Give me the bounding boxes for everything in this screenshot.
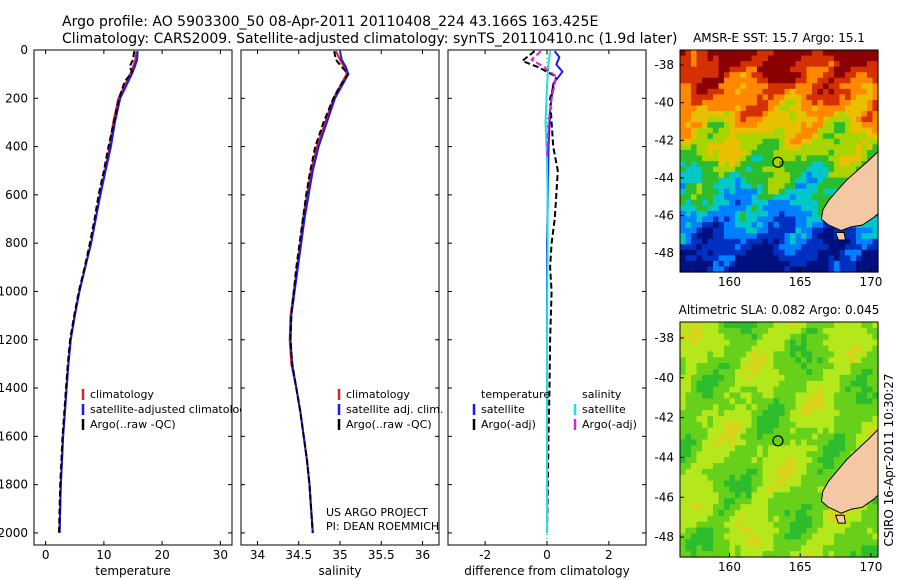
x-axis-label: salinity	[318, 564, 361, 578]
x-tick-label: 170	[859, 275, 882, 289]
header-line-2: Climatology: CARS2009. Satellite-adjuste…	[62, 31, 677, 47]
argo-position-marker	[772, 435, 784, 447]
legend-label: climatology	[90, 388, 154, 401]
y-tick-label: -38	[654, 58, 674, 72]
map-raster	[680, 322, 879, 558]
series-line	[58, 51, 136, 533]
argo-position-marker	[772, 156, 784, 168]
temperature-profile-plot: 0 10 20 30 0 200 400 600 800 1000 1200 1400 1600 1800…	[0, 43, 253, 578]
x-tick-label: 170	[859, 560, 882, 574]
y-tick-label: -40	[654, 371, 674, 385]
legend-label: Argo(..raw -QC)	[346, 418, 432, 431]
legend-label: Argo(-adj)	[582, 418, 637, 431]
map-frame	[679, 321, 879, 558]
x-tick-label: 0	[543, 548, 551, 562]
sst-map: AMSR-E SST: 15.7 Argo: 15.1 160 165 170 -38 -…	[654, 31, 882, 289]
series-line	[289, 51, 350, 533]
legend-header: temperature	[481, 388, 550, 401]
y-tick-label: 2000	[0, 526, 28, 540]
y-tick-label: 1200	[0, 333, 28, 347]
island	[834, 514, 847, 524]
map-frame	[679, 49, 879, 273]
land-mass	[820, 428, 879, 514]
y-tick-label: -48	[654, 246, 674, 260]
x-tick-label: 35	[332, 548, 347, 562]
y-tick-label: 1400	[0, 381, 28, 395]
series-line	[289, 51, 350, 533]
y-tick-label: -42	[654, 133, 674, 147]
y-tick-label: -46	[654, 490, 674, 504]
x-tick-label: 34.5	[285, 548, 312, 562]
legend-label: Argo(-adj)	[481, 418, 536, 431]
y-tick-label: -48	[654, 530, 674, 544]
legend-label: satellite-adjusted climatology	[90, 403, 253, 416]
x-tick-label: 2	[605, 548, 613, 562]
y-tick-label: 0	[20, 43, 28, 57]
island	[834, 232, 847, 241]
y-tick-label: -40	[654, 96, 674, 110]
y-tick-label: 400	[5, 140, 28, 154]
x-tick-label: 165	[789, 275, 812, 289]
legend-label: climatology	[346, 388, 410, 401]
map-title: Altimetric SLA: 0.082 Argo: 0.045	[679, 303, 880, 317]
legend-label: satellite adj. clim.	[346, 403, 443, 416]
x-tick-label: 160	[718, 275, 741, 289]
plot-frame	[33, 49, 233, 546]
x-tick-label: 20	[154, 548, 169, 562]
map-title: AMSR-E SST: 15.7 Argo: 15.1	[693, 31, 865, 45]
x-tick-label: 0	[42, 548, 50, 562]
y-tick-label: 800	[5, 236, 28, 250]
x-tick-label: 165	[789, 560, 812, 574]
y-tick-label: 1600	[0, 429, 28, 443]
x-tick-label: 10	[96, 548, 111, 562]
salinity-profile-plot: 34 34.5 35 35.5 36 salinity climatology satelli…	[240, 49, 443, 578]
x-tick-label: -2	[479, 548, 491, 562]
legend-label: satellite	[481, 403, 525, 416]
y-tick-label: -44	[654, 171, 674, 185]
timestamp-stamp: CSIRO 16-Apr-2011 10:30:27	[882, 373, 896, 546]
y-tick-label: -44	[654, 450, 674, 464]
plot-frame	[240, 49, 440, 546]
legend-header: salinity	[582, 388, 622, 401]
y-tick-label: -42	[654, 411, 674, 425]
series-line	[530, 50, 558, 159]
sla-map: Altimetric SLA: 0.082 Argo: 0.045 160 165 1…	[654, 303, 882, 574]
y-tick-label: 200	[5, 91, 28, 105]
project-credit: US ARGO PROJECT	[326, 506, 428, 519]
difference-profile-plot: -2 0 2 difference from climatology temperatu…	[447, 49, 647, 578]
x-tick-label: 34	[250, 548, 265, 562]
x-tick-label: 36	[415, 548, 430, 562]
pi-credit: PI: DEAN ROEMMICH	[326, 520, 439, 533]
x-tick-label: 35.5	[368, 548, 395, 562]
x-tick-label: 30	[213, 548, 228, 562]
legend-label: satellite	[582, 403, 626, 416]
x-axis-label: temperature	[95, 564, 170, 578]
map-raster	[680, 50, 879, 273]
land-mass	[820, 150, 879, 232]
y-tick-label: 1800	[0, 478, 28, 492]
x-axis-label: difference from climatology	[464, 564, 630, 578]
y-tick-label: -46	[654, 209, 674, 223]
y-tick-label: 1000	[0, 284, 28, 298]
header-line-1: Argo profile: AO 5903300_50 08-Apr-2011 …	[62, 14, 598, 30]
x-tick-label: 160	[718, 560, 741, 574]
y-tick-label: -38	[654, 331, 674, 345]
series-line	[544, 51, 552, 533]
legend-label: Argo(..raw -QC)	[90, 418, 176, 431]
y-tick-label: 600	[5, 188, 28, 202]
